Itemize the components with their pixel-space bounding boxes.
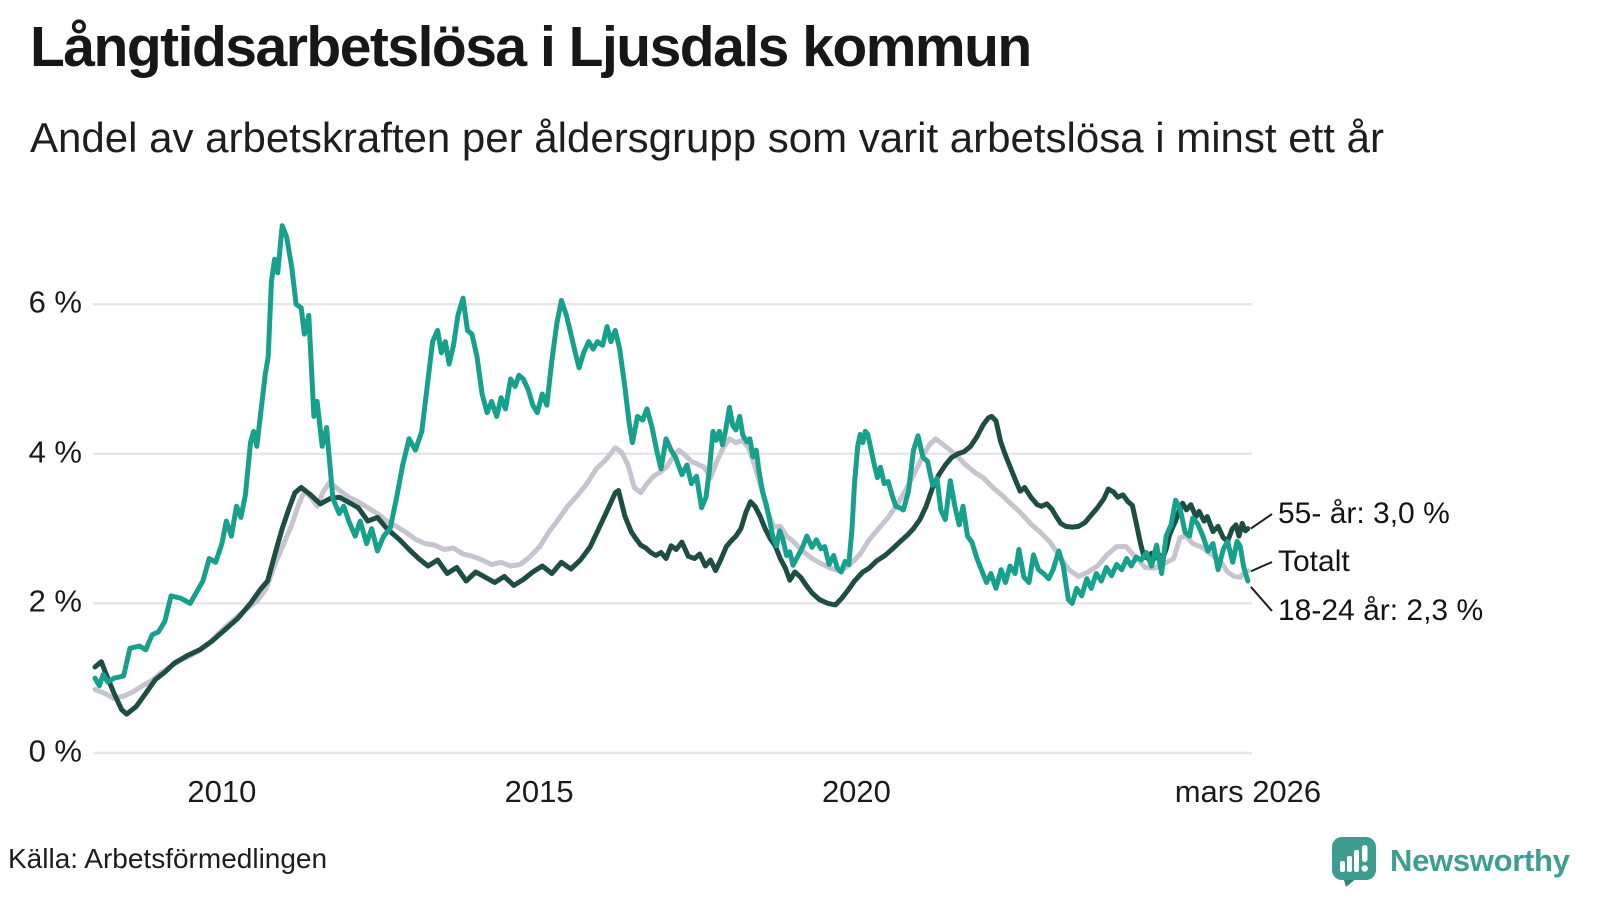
newsworthy-bubble-chart-icon [1330, 835, 1378, 887]
y-tick-2: 2 % [28, 583, 82, 619]
newsworthy-wordmark: Newsworthy [1390, 843, 1570, 878]
label-connector-totalt [1250, 561, 1273, 573]
page-title: Långtidsarbetslösa i Ljusdals kommun [30, 15, 1032, 79]
series-line-18-24-r [92, 223, 1251, 689]
newsworthy-logo: Newsworthy [1330, 835, 1570, 887]
source-note: Källa: Arbetsförmedlingen [8, 843, 328, 874]
x-tick-2020: 2020 [821, 774, 891, 809]
series-line-totalt [92, 436, 1251, 701]
x-tick-2015: 2015 [504, 774, 574, 809]
label-connector-55-r [1250, 513, 1273, 530]
end-label-18-24-r: 18-24 år: 2,3 % [1278, 594, 1484, 627]
y-tick-4: 4 % [28, 434, 82, 470]
end-label-totalt: Totalt [1278, 545, 1350, 578]
end-label-55-r: 55- år: 3,0 % [1278, 497, 1450, 530]
y-tick-0: 0 % [28, 733, 82, 769]
y-tick-6: 6 % [28, 284, 82, 320]
series-line-55-r [92, 413, 1251, 717]
x-tick-mars-2026: mars 2026 [1174, 774, 1322, 809]
page-subtitle: Andel av arbetskraften per åldersgrupp s… [30, 114, 1384, 161]
label-connector-18-24-r [1250, 586, 1273, 612]
x-tick-2010: 2010 [187, 774, 257, 809]
